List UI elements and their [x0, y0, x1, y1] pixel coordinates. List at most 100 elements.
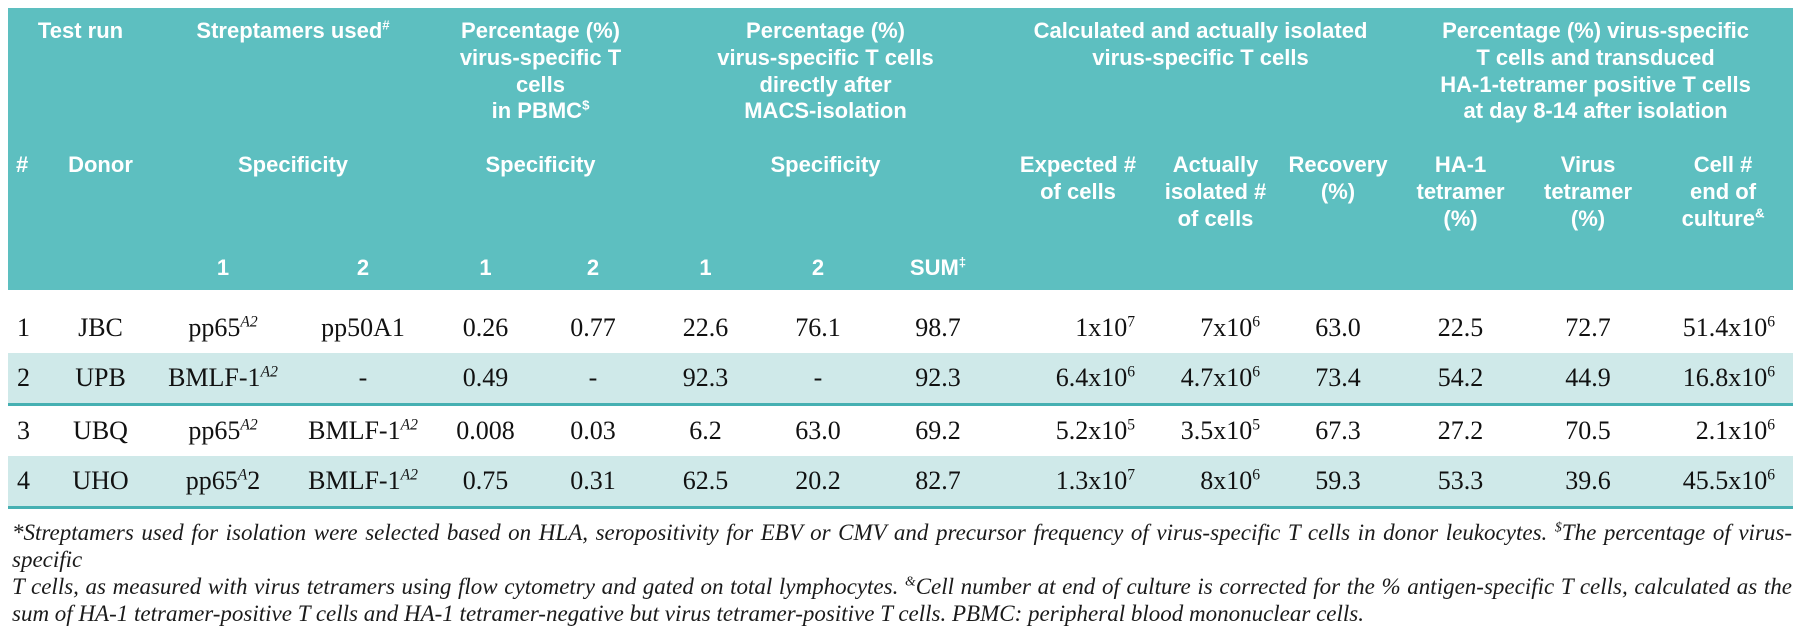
table-row: 2 UPB BMLF-1A2 - 0.49 - 92.3 - 92.3 6.4x… [8, 353, 1794, 406]
table-body: 1 JBC pp65A2 pp50A1 0.26 0.77 22.6 76.1 … [8, 290, 1794, 509]
cell-pbmc-spec1: 0.26 [433, 303, 539, 353]
cell-streptamer-spec2: BMLF-1A2 [293, 456, 434, 509]
cell-run-number: 2 [8, 353, 48, 406]
cell-macs-sum: 92.3 [873, 353, 1004, 406]
cell-donor: UPB [48, 353, 153, 406]
cell-macs-spec1: 62.5 [648, 456, 764, 509]
footnote-line: sum of HA-1 tetramer-positive T cells an… [12, 601, 1364, 627]
cell-run-number: 1 [8, 303, 48, 353]
cell-virus-tetramer: 70.5 [1523, 404, 1654, 456]
cell-expected-cells: 1.3x107 [1003, 456, 1154, 509]
cell-actually-isolated: 4.7x106 [1153, 353, 1279, 406]
cell-end-of-culture: 16.8x106 [1653, 353, 1794, 406]
results-table: Test run Streptamers used# Percentage (%… [8, 8, 1794, 509]
cell-donor: JBC [48, 303, 153, 353]
table-header: Test run Streptamers used# Percentage (%… [8, 8, 1794, 290]
col-header-pbmc-2: 2 [538, 238, 649, 290]
col-header-streptamer-1: 1 [153, 238, 293, 290]
cell-macs-spec2: 63.0 [763, 404, 874, 456]
cell-macs-sum: 69.2 [873, 404, 1004, 456]
cell-streptamer-spec2: - [293, 353, 434, 406]
col-header-expected-cells: Expected # of cells [1003, 150, 1154, 290]
cell-end-of-culture: 45.5x106 [1653, 456, 1794, 509]
cell-donor: UHO [48, 456, 153, 509]
cell-macs-sum: 82.7 [873, 456, 1004, 509]
cell-streptamer-spec1: pp65A2 [153, 404, 293, 456]
col-header-virus-tetramer: Virus tetramer (%) [1523, 150, 1654, 290]
cell-virus-tetramer: 39.6 [1523, 456, 1654, 509]
table-row: 1 JBC pp65A2 pp50A1 0.26 0.77 22.6 76.1 … [8, 303, 1794, 353]
cell-virus-tetramer: 44.9 [1523, 353, 1654, 406]
col-header-pbmc-specificity: Specificity [433, 150, 649, 238]
cell-actually-isolated: 7x106 [1153, 303, 1279, 353]
col-header-ha1-tetramer: HA-1 tetramer (%) [1398, 150, 1524, 290]
cell-end-of-culture: 2.1x106 [1653, 404, 1794, 456]
col-header-cell-end-culture: Cell # end of culture& [1653, 150, 1794, 290]
cell-streptamer-spec1: pp65A2 [153, 456, 293, 509]
col-header-pbmc-1: 1 [433, 238, 539, 290]
cell-macs-spec1: 22.6 [648, 303, 764, 353]
cell-expected-cells: 5.2x105 [1003, 404, 1154, 456]
cell-actually-isolated: 8x106 [1153, 456, 1279, 509]
cell-recovery: 59.3 [1278, 456, 1399, 509]
group-header-pct-day8-14: Percentage (%) virus-specific T cells an… [1398, 8, 1794, 150]
cell-streptamer-spec2: pp50A1 [293, 303, 434, 353]
footnote-line: *Streptamers used for isolation were sel… [12, 519, 1793, 573]
header-body-gap [8, 290, 1794, 303]
col-header-macs-1: 1 [648, 238, 764, 290]
cell-expected-cells: 1x107 [1003, 303, 1154, 353]
page: Test run Streptamers used# Percentage (%… [8, 8, 1794, 626]
cell-macs-spec1: 6.2 [648, 404, 764, 456]
group-header-streptamers-used: Streptamers used# [153, 8, 434, 150]
cell-streptamer-spec2: BMLF-1A2 [293, 404, 434, 456]
cell-recovery: 73.4 [1278, 353, 1399, 406]
cell-pbmc-spec2: - [538, 353, 649, 406]
table-row: 3 UBQ pp65A2 BMLF-1A2 0.008 0.03 6.2 63.… [8, 404, 1794, 456]
table-row: 4 UHO pp65A2 BMLF-1A2 0.75 0.31 62.5 20.… [8, 456, 1794, 509]
header-number-row: 1 2 1 2 1 2 SUM‡ [8, 238, 1793, 290]
cell-pbmc-spec2: 0.03 [538, 404, 649, 456]
cell-macs-spec2: 76.1 [763, 303, 874, 353]
cell-ha1-tetramer: 53.3 [1398, 456, 1524, 509]
cell-macs-spec2: - [763, 353, 874, 406]
col-header-recovery: Recovery (%) [1278, 150, 1399, 290]
cell-virus-tetramer: 72.7 [1523, 303, 1654, 353]
group-header-test-run: Test run [8, 8, 153, 150]
cell-ha1-tetramer: 27.2 [1398, 404, 1524, 456]
col-header-streptamer-2: 2 [293, 238, 434, 290]
cell-end-of-culture: 51.4x106 [1653, 303, 1794, 353]
cell-pbmc-spec2: 0.77 [538, 303, 649, 353]
cell-pbmc-spec1: 0.75 [433, 456, 539, 509]
cell-macs-spec1: 92.3 [648, 353, 764, 406]
cell-expected-cells: 6.4x106 [1003, 353, 1154, 406]
group-header-pct-pbmc: Percentage (%) virus-specific T cells in… [433, 8, 649, 150]
cell-streptamer-spec1: BMLF-1A2 [153, 353, 293, 406]
cell-recovery: 63.0 [1278, 303, 1399, 353]
cell-pbmc-spec1: 0.008 [433, 404, 539, 456]
cell-macs-sum: 98.7 [873, 303, 1004, 353]
table-footnote: *Streptamers used for isolation were sel… [8, 509, 1796, 628]
footnote-line: T cells, as measured with virus tetramer… [12, 573, 1792, 600]
cell-ha1-tetramer: 22.5 [1398, 303, 1524, 353]
cell-run-number: 3 [8, 404, 48, 456]
cell-pbmc-spec2: 0.31 [538, 456, 649, 509]
col-header-run-number: # [8, 150, 48, 290]
cell-pbmc-spec1: 0.49 [433, 353, 539, 406]
col-header-streptamer-specificity: Specificity [153, 150, 434, 238]
col-header-actually-isolated: Actually isolated # of cells [1153, 150, 1279, 290]
cell-macs-spec2: 20.2 [763, 456, 874, 509]
col-header-macs-specificity: Specificity [648, 150, 1004, 238]
header-group-row: Test run Streptamers used# Percentage (%… [8, 8, 1794, 150]
col-header-macs-sum: SUM‡ [873, 238, 1004, 290]
col-header-macs-2: 2 [763, 238, 874, 290]
cell-streptamer-spec1: pp65A2 [153, 303, 293, 353]
cell-donor: UBQ [48, 404, 153, 456]
group-header-calc-isolated: Calculated and actually isolated virus-s… [1003, 8, 1399, 150]
cell-ha1-tetramer: 54.2 [1398, 353, 1524, 406]
group-header-pct-macs: Percentage (%) virus-specific T cells di… [648, 8, 1004, 150]
header-sub-row: # Donor Specificity Specificity Specific… [8, 150, 1794, 290]
cell-recovery: 67.3 [1278, 404, 1399, 456]
cell-run-number: 4 [8, 456, 48, 509]
cell-actually-isolated: 3.5x105 [1153, 404, 1279, 456]
col-header-donor: Donor [48, 150, 153, 290]
